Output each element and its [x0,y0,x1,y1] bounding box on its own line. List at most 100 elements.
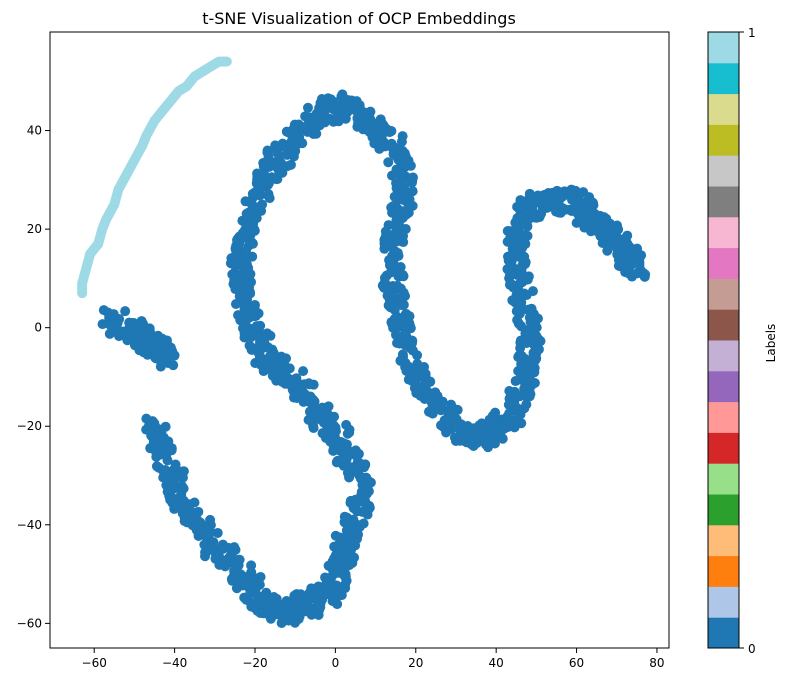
scatter-point [342,101,353,112]
scatter-point [395,283,406,294]
scatter-point [168,360,179,371]
scatter-point [514,300,525,311]
scatter-point [390,246,401,257]
y-tick-label: 40 [27,124,42,138]
scatter-point [229,260,240,271]
scatter-point [270,363,281,374]
scatter-point [508,230,519,241]
scatter-point [158,472,169,483]
scatter-point [300,592,311,603]
scatter-point [262,145,273,156]
scatter-point [350,504,361,515]
colorbar: 1 0 Labels [707,26,778,656]
scatter-point [249,224,260,235]
scatter-point [184,512,195,523]
scatter-point [522,274,533,285]
scatter-point [330,97,341,108]
scatter-point [632,257,643,268]
scatter-point [243,207,254,218]
scatter-point [322,113,333,124]
x-tick-label: 20 [408,656,423,670]
scatter-point [504,251,515,262]
scatter-point [310,403,321,414]
scatter-point [585,199,596,210]
scatter-point [520,202,531,213]
scatter-point [247,199,258,210]
scatter-point [193,506,204,517]
scatter-point [361,489,372,500]
scatter-point [598,212,609,223]
scatter-point [386,202,397,213]
scatter-point [627,271,638,282]
colorbar-frame [707,31,740,649]
scatter-point [317,428,328,439]
scatter-point [264,611,275,622]
scatter-point [264,193,275,204]
scatter-point [97,319,108,330]
colorbar-swatch [708,93,739,125]
scatter-point [386,126,397,137]
scatter-point [555,207,566,218]
scatter-point [340,583,351,594]
scatter-point [341,419,352,430]
scatter-point [361,499,372,510]
y-tick-label: 20 [27,222,42,236]
scatter-point [514,211,525,222]
scatter-point [430,400,441,411]
scatter-point [346,446,357,457]
scatter-point [385,267,396,278]
plot-area: −60 −40 −20 0 20 40 60 80 −60 −40 −20 0 20 40 [17,31,670,670]
scatter-point [264,353,275,364]
x-tick-label: −40 [162,656,187,670]
colorbar-swatch [708,494,739,526]
scatter-point [204,542,215,553]
scatter-point [476,418,487,429]
scatter-point [405,363,416,374]
y-tick-label: −40 [17,518,42,532]
scatter-point [220,555,231,566]
scatter-point [244,282,255,293]
colorbar-swatch [708,32,739,64]
scatter-point [379,240,390,251]
scatter-point [407,345,418,356]
colorbar-swatch [708,401,739,433]
y-tick-label: 0 [34,321,42,335]
scatter-point [247,238,258,249]
scatter-point [233,310,244,321]
scatter-point [198,521,209,532]
plot-frame [49,31,670,649]
colorbar-max-label: 1 [748,26,756,40]
scatter-point [254,352,265,363]
scatter-point [555,193,566,204]
scatter-point [515,195,526,206]
scatter-point [346,462,357,473]
scatter-point [315,602,326,613]
scatter-point [171,500,182,511]
scatter-point [521,325,532,336]
scatter-point [145,332,156,343]
scatter-point [519,288,530,299]
colorbar-swatch [708,555,739,587]
scatter-point [424,394,435,405]
colorbar-swatch [708,62,739,95]
scatter-point [503,264,514,275]
scatter-point [389,191,400,202]
scatter-point [333,542,344,553]
scatter-point [489,428,500,439]
scatter-point [278,368,289,379]
x-tick-label: 40 [489,656,504,670]
scatter-point [272,145,283,156]
scatter-point [388,149,399,160]
scatter-point [468,423,479,434]
scatter-point [393,262,404,273]
colorbar-swatch [708,124,739,156]
scatter-point [255,338,266,349]
scatter-point [571,197,582,208]
scatter-point [258,173,269,184]
scatter-point [519,229,530,240]
colorbar-label: Labels [764,324,778,363]
colorbar-swatch [708,370,739,403]
scatter-point [151,451,162,462]
scatter-point [250,584,261,595]
